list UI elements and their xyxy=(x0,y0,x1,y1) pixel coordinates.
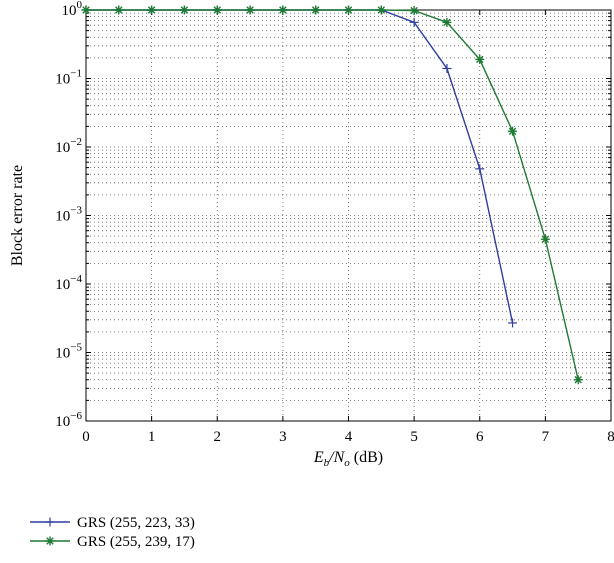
legend-swatch-marker-stroke xyxy=(46,537,54,545)
x-axis-label-main: E xyxy=(313,449,324,466)
x-axis-label-sub2: o xyxy=(344,457,350,469)
y-tick-label: 10−4 xyxy=(55,273,82,293)
series-2-point-stroke xyxy=(147,6,156,14)
y-tick-label-exponent: −2 xyxy=(70,136,82,148)
series-2-point xyxy=(442,17,452,27)
x-tick-label: 7 xyxy=(542,429,550,445)
y-tick-label-base: 10 xyxy=(62,3,77,19)
x-tick-label: 3 xyxy=(279,429,287,445)
legend-entry-1: GRS (255, 223, 33) xyxy=(30,515,195,531)
legend: GRS (255, 223, 33) GRS (255, 239, 17) xyxy=(30,515,195,550)
series-2-point-stroke xyxy=(541,235,550,243)
series-2-point-stroke xyxy=(246,6,254,14)
y-tick-label-base: 10 xyxy=(55,140,70,156)
y-tick-label-base: 10 xyxy=(55,277,70,293)
legend-label: GRS (255, 223, 33) xyxy=(77,515,195,531)
series-2-point xyxy=(114,5,124,15)
x-axis-label-slash: /N xyxy=(328,449,345,466)
series-2-point-stroke xyxy=(476,55,484,64)
series-2-point-stroke xyxy=(311,6,320,14)
series-1-line xyxy=(86,9,514,324)
series-2-point-stroke xyxy=(377,6,386,14)
series-2-point-stroke xyxy=(410,6,418,15)
x-axis-label: Eb/No (dB) xyxy=(313,449,383,469)
series-2-point-stroke xyxy=(508,127,517,135)
y-tick-label: 10−6 xyxy=(55,410,82,430)
y-tick-label: 10−1 xyxy=(55,68,82,88)
y-tick-label-exponent: −5 xyxy=(70,342,82,354)
series-layer xyxy=(81,5,583,385)
axis-ticks xyxy=(85,9,612,422)
legend-swatch-marker xyxy=(45,536,55,546)
legend-label: GRS (255, 239, 17) xyxy=(77,534,195,550)
series-2-point xyxy=(212,5,222,15)
series-2-point-stroke xyxy=(115,6,123,14)
x-tick-label: 5 xyxy=(410,429,418,445)
y-tick-label: 10−3 xyxy=(55,205,82,225)
plot-frame xyxy=(85,9,612,422)
series-2-point xyxy=(508,126,518,136)
series-2-point xyxy=(475,54,485,64)
x-tick-label: 6 xyxy=(476,429,484,445)
y-tick-label: 100 xyxy=(62,0,83,19)
y-tick-label-exponent: 0 xyxy=(77,0,83,11)
series-2-point-stroke xyxy=(82,6,90,14)
x-tick-label: 4 xyxy=(345,429,353,445)
series-2-point xyxy=(245,5,255,15)
x-tick-labels: 0 1 2 3 4 5 6 7 8 xyxy=(82,429,614,445)
legend-entry-2: GRS (255, 239, 17) xyxy=(30,534,195,550)
series-2-point xyxy=(409,6,419,16)
series-2-point-stroke xyxy=(180,6,189,14)
y-tick-label: 10−2 xyxy=(55,136,82,156)
y-tick-label: 10−5 xyxy=(55,342,82,362)
x-axis-label-sub1: b xyxy=(324,457,330,469)
series-2-point-stroke xyxy=(279,6,287,14)
y-tick-label-exponent: −6 xyxy=(70,410,82,422)
series-1 xyxy=(81,5,518,328)
x-axis-label-unit: (dB) xyxy=(350,449,383,466)
series-2-point xyxy=(179,5,189,15)
series-2-point xyxy=(147,5,157,15)
series-2-point xyxy=(573,375,583,385)
y-axis-label: Block error rate xyxy=(9,165,26,266)
series-2 xyxy=(81,5,583,385)
series-2-point-stroke xyxy=(574,376,582,384)
x-tick-label: 8 xyxy=(607,429,614,445)
y-tick-label-base: 10 xyxy=(55,414,70,430)
series-2-point xyxy=(278,5,288,15)
y-tick-label-base: 10 xyxy=(55,346,70,362)
series-2-line xyxy=(86,9,579,380)
series-2-point xyxy=(81,5,91,15)
series-2-point-stroke xyxy=(344,6,353,14)
series-2-point xyxy=(311,5,321,15)
x-tick-label: 2 xyxy=(214,429,222,445)
y-tick-label-base: 10 xyxy=(55,72,70,88)
y-tick-label-exponent: −3 xyxy=(70,205,82,217)
series-2-point-stroke xyxy=(443,18,451,27)
series-2-point xyxy=(344,5,353,15)
x-tick-label: 1 xyxy=(148,429,156,445)
series-2-point xyxy=(376,5,386,15)
y-tick-label-base: 10 xyxy=(55,209,70,225)
x-tick-label: 0 xyxy=(82,429,90,445)
y-tick-label-exponent: −4 xyxy=(70,273,82,285)
y-tick-label-exponent: −1 xyxy=(70,68,82,80)
series-2-point-stroke xyxy=(213,6,221,14)
series-2-point xyxy=(540,234,550,244)
grid-lines xyxy=(86,10,611,421)
